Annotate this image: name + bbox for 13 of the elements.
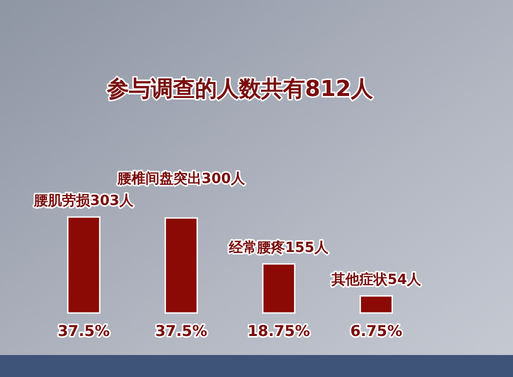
data-label: 腰肌劳损303人 <box>33 193 134 209</box>
chart-title: 参与调查的人数共有812人 <box>106 77 374 102</box>
x-tick-label: 18.75% <box>248 322 310 340</box>
x-tick-label: 37.5% <box>155 322 208 340</box>
bar <box>262 263 296 314</box>
bar <box>360 295 393 314</box>
bar <box>67 216 100 314</box>
x-tick-label: 6.75% <box>350 322 402 340</box>
bar <box>164 217 198 314</box>
data-label: 其他症状54人 <box>330 270 422 288</box>
data-label: 经常腰疼155人 <box>228 238 330 256</box>
x-tick-label: 37.5% <box>58 322 110 340</box>
data-label: 腰椎间盘突出300人 <box>116 170 246 187</box>
